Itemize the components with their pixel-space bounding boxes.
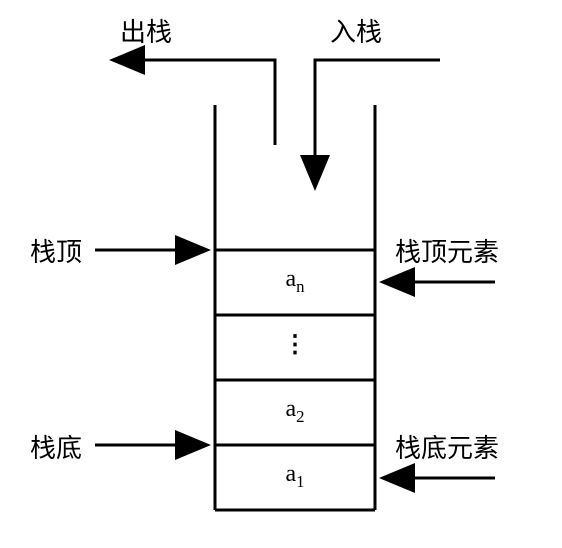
stack-diagram: 出栈 入栈 栈顶 栈顶元素 栈底 栈底元素 an ⋮ a2 a1	[0, 0, 562, 548]
push-arrow	[315, 60, 440, 185]
a1-sub: 1	[296, 472, 304, 491]
bottom-label: 栈底	[30, 428, 82, 465]
cell-dots: ⋮	[215, 330, 375, 359]
cell-a2: a2	[215, 396, 375, 427]
a2-sub: 2	[296, 407, 304, 426]
pop-label: 出栈	[120, 12, 172, 49]
an-sub: n	[296, 277, 304, 296]
an-base: a	[285, 266, 296, 292]
a1-base: a	[285, 461, 296, 487]
bottom-element-label: 栈底元素	[395, 428, 499, 465]
push-label: 入栈	[330, 12, 382, 49]
a2-base: a	[285, 396, 296, 422]
cell-a1: a1	[215, 461, 375, 492]
pop-arrow	[115, 60, 275, 145]
top-element-label: 栈顶元素	[395, 232, 499, 269]
top-label: 栈顶	[30, 232, 82, 269]
cell-an: an	[215, 266, 375, 297]
